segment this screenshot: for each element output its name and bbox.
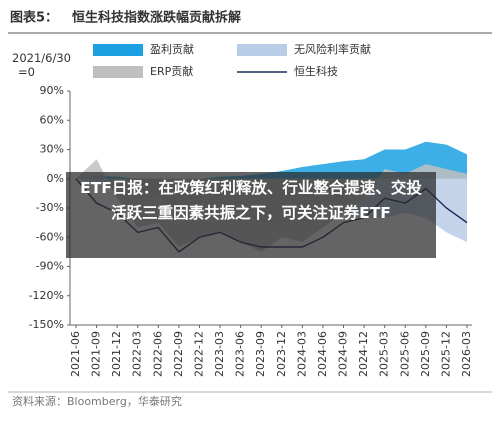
area xyxy=(76,141,467,182)
y-tick-label: -90% xyxy=(36,260,64,273)
x-tick-label: 2025-12 xyxy=(439,331,452,377)
x-tick-label: 2026-03 xyxy=(460,331,473,377)
x-tick-label: 2021-09 xyxy=(90,331,103,377)
x-tick-label: 2023-09 xyxy=(254,331,267,377)
x-tick-label: 2022-09 xyxy=(172,331,185,377)
legend-label: 盈利贡献 xyxy=(150,42,194,56)
x-tick-label: 2024-03 xyxy=(295,331,308,377)
note: 2021/6/30 =0 xyxy=(12,51,71,79)
x-tick-label: 2025-06 xyxy=(398,331,411,377)
legend-label: 无风险利率贡献 xyxy=(294,42,371,56)
x-tick-label: 2025-09 xyxy=(419,331,432,377)
y-tick-label: 90% xyxy=(40,84,64,97)
y-tick-label: 60% xyxy=(40,113,64,126)
x-tick-label: 2025-03 xyxy=(378,331,391,377)
y-tick-label: -60% xyxy=(36,230,64,243)
y-tick-label: -150% xyxy=(29,318,64,331)
banner: ETF日报：在政策红利释放、行业整合提速、交投活跃三重因素共振之下，可关注证券E… xyxy=(66,172,436,258)
x-tick-label: 2021-12 xyxy=(110,331,123,377)
x-tick-label: 2023-03 xyxy=(213,331,226,377)
y-tick-label: 30% xyxy=(40,143,64,156)
chart-title: 恒生科技指数涨跌幅贡献拆解 xyxy=(72,10,241,26)
x-tick-label: 2022-12 xyxy=(192,331,205,377)
x-tick-label: 2022-03 xyxy=(131,331,144,377)
x-tick-label: 2023-06 xyxy=(234,331,247,377)
legend-label: 恒生科技 xyxy=(294,64,338,78)
y-tick-label: 0% xyxy=(47,172,64,185)
x-tick-label: 2024-06 xyxy=(316,331,329,377)
figure-label: 图表5： xyxy=(10,10,58,26)
legend-label: ERP贡献 xyxy=(150,64,193,78)
x-tick-label: 2023-12 xyxy=(275,331,288,377)
x-tick-label: 2022-06 xyxy=(151,331,164,377)
x-tick-label: 2024-09 xyxy=(337,331,350,377)
x-tick-label: 2024-12 xyxy=(357,331,370,377)
source: 资料来源：Bloomberg，华泰研究 xyxy=(12,394,182,408)
y-tick-label: -120% xyxy=(29,289,64,302)
x-tick-label: 2021-06 xyxy=(69,331,82,377)
legend-swatch xyxy=(93,44,143,56)
y-tick-label: -30% xyxy=(36,201,64,214)
legend-swatch xyxy=(237,44,287,56)
legend-swatch xyxy=(93,66,143,78)
